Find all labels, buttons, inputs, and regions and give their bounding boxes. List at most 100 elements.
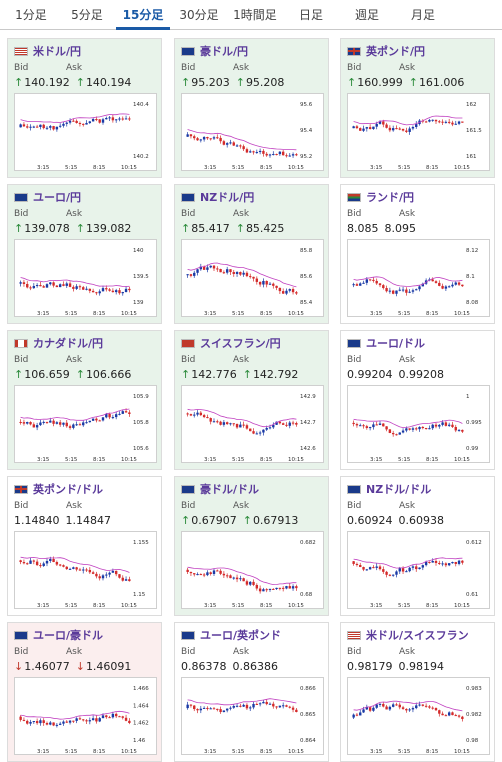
candle-body bbox=[265, 280, 268, 285]
bid-number: 95.203 bbox=[191, 76, 230, 89]
candle-body bbox=[62, 721, 65, 724]
y-tick-label: 0.99 bbox=[466, 446, 479, 452]
candle-body bbox=[255, 278, 259, 282]
card-header: 米ドル/スイスフラン bbox=[347, 628, 469, 642]
rate-card[interactable]: ランド/円 Bid Ask 8.085 8.095 8.12 8.1 8.08 3:15 5:15… bbox=[340, 184, 495, 324]
tab-0[interactable]: 1分足 bbox=[15, 8, 47, 22]
arrow-up-icon: ↑ bbox=[242, 514, 252, 527]
mini-chart[interactable]: 0.612 0.61 3:15 5:15 8:15 10:15 bbox=[347, 531, 490, 609]
ask-label: Ask bbox=[399, 647, 416, 657]
candle-body bbox=[216, 137, 219, 139]
mini-chart[interactable]: 95.6 95.4 95.2 3:15 5:15 8:15 10:15 bbox=[181, 93, 324, 171]
pair-name[interactable]: 英ポンド/円 bbox=[366, 45, 426, 58]
rate-card[interactable]: カナダドル/円 Bid Ask ↑106.659 ↑106.666 105.9 105.8 1… bbox=[7, 330, 162, 470]
rate-card[interactable]: 豪ドル/円 Bid Ask ↑95.203 ↑95.208 95.6 95.4 95.2 3:1… bbox=[174, 38, 329, 178]
bid-label: Bid bbox=[181, 647, 196, 657]
candle-body bbox=[447, 424, 451, 426]
pair-name[interactable]: ユーロ/円 bbox=[33, 191, 82, 204]
rate-card[interactable]: 米ドル/スイスフラン Bid Ask 0.98179 0.98194 0.983 0.982… bbox=[340, 622, 495, 762]
pair-name[interactable]: NZドル/円 bbox=[200, 191, 255, 204]
candle-body bbox=[438, 282, 441, 286]
candle-body bbox=[101, 575, 105, 579]
candle-body bbox=[49, 126, 52, 128]
ma-line bbox=[187, 262, 297, 288]
candle-body bbox=[421, 426, 425, 429]
pair-name[interactable]: 米ドル/スイスフラン bbox=[366, 629, 469, 642]
pair-name[interactable]: 豪ドル/ドル bbox=[200, 483, 260, 496]
mini-chart[interactable]: 1.155 1.15 3:15 5:15 8:15 10:15 bbox=[14, 531, 157, 609]
mini-chart[interactable]: 85.8 85.6 85.4 3:15 5:15 8:15 10:15 bbox=[181, 239, 324, 317]
mini-chart[interactable]: 162 161.5 161 3:15 5:15 8:15 10:15 bbox=[347, 93, 490, 171]
candlestick-chart: 105.9 105.8 105.6 3:15 5:15 8:15 10:15 bbox=[19, 394, 149, 463]
rate-card[interactable]: ユーロ/英ポンド Bid Ask 0.86378 0.86386 0.866 0.865 0.… bbox=[174, 622, 329, 762]
mini-chart[interactable]: 142.9 142.7 142.6 3:15 5:15 8:15 10:15 bbox=[181, 385, 324, 463]
tab-4[interactable]: 1時間足 bbox=[233, 8, 277, 22]
bid-label: Bid bbox=[14, 209, 29, 219]
rate-card[interactable]: NZドル/円 Bid Ask ↑85.417 ↑85.425 85.8 85.6 85.4 3:… bbox=[174, 184, 329, 324]
candle-body bbox=[378, 566, 382, 570]
mini-chart[interactable]: 105.9 105.8 105.6 3:15 5:15 8:15 10:15 bbox=[14, 385, 157, 463]
candle-body bbox=[441, 121, 444, 123]
pair-name[interactable]: ユーロ/英ポンド bbox=[200, 629, 282, 642]
candle-body bbox=[39, 565, 42, 567]
y-tick-label: 95.4 bbox=[300, 128, 313, 134]
pair-name[interactable]: ユーロ/豪ドル bbox=[33, 629, 104, 642]
bid-value: ↑160.999 bbox=[347, 76, 403, 89]
rate-card[interactable]: 米ドル/円 Bid Ask ↑140.192 ↑140.194 140.4 140.2 3:1… bbox=[7, 38, 162, 178]
rate-card[interactable]: 豪ドル/ドル Bid Ask ↑0.67907 ↑0.67913 0.682 0.68 3:1… bbox=[174, 476, 329, 616]
bid-value: ↑106.659 bbox=[14, 368, 70, 381]
mini-chart[interactable]: 140.4 140.2 3:15 5:15 8:15 10:15 bbox=[14, 93, 157, 171]
tab-1[interactable]: 5分足 bbox=[71, 8, 103, 22]
x-tick-label: 3:15 bbox=[204, 165, 217, 171]
candle-body bbox=[85, 569, 88, 571]
ma-line bbox=[187, 129, 297, 151]
candle-body bbox=[408, 428, 411, 430]
mini-chart[interactable]: 140 139.5 139 3:15 5:15 8:15 10:15 bbox=[14, 239, 157, 317]
rate-card[interactable]: 英ポンド/円 Bid Ask ↑160.999 ↑161.006 162 161.5 161 3… bbox=[340, 38, 495, 178]
bid-ask-values: ↑142.776 ↑142.792 bbox=[181, 368, 304, 381]
candle-body bbox=[49, 558, 52, 561]
rate-card[interactable]: 英ポンド/ドル Bid Ask 1.14840 1.14847 1.155 1.15 3:15… bbox=[7, 476, 162, 616]
pair-name[interactable]: ユーロ/ドル bbox=[366, 337, 426, 350]
candle-body bbox=[39, 422, 42, 426]
candle-body bbox=[391, 128, 395, 131]
mini-chart[interactable]: 8.12 8.1 8.08 3:15 5:15 8:15 10:15 bbox=[347, 239, 490, 317]
tab-5[interactable]: 日足 bbox=[298, 8, 323, 22]
tab-7[interactable]: 月足 bbox=[410, 8, 435, 22]
pair-name[interactable]: 米ドル/円 bbox=[33, 45, 82, 58]
x-tick-label: 3:15 bbox=[37, 457, 50, 463]
rate-card[interactable]: スイスフラン/円 Bid Ask ↑142.776 ↑142.792 142.9 142.7… bbox=[174, 330, 329, 470]
tab-6[interactable]: 週足 bbox=[354, 8, 379, 22]
pair-name[interactable]: カナダドル/円 bbox=[33, 337, 104, 350]
mini-chart[interactable]: 1.466 1.464 1.462 1.46 3:15 5:15 8:15 10:15 bbox=[14, 677, 157, 755]
y-tick-label: 140.4 bbox=[133, 102, 149, 108]
tab-3[interactable]: 30分足 bbox=[179, 8, 219, 22]
candle-body bbox=[206, 417, 209, 419]
candle-body bbox=[35, 721, 39, 724]
candle-body bbox=[415, 289, 418, 291]
candle-body bbox=[212, 421, 216, 423]
tab-2[interactable]: 15分足 bbox=[116, 0, 170, 30]
mini-chart[interactable]: 0.682 0.68 3:15 5:15 8:15 10:15 bbox=[181, 531, 324, 609]
mini-chart[interactable]: 0.983 0.982 0.98 3:15 5:15 8:15 10:15 bbox=[347, 677, 490, 755]
mini-chart[interactable]: 1 0.995 0.99 3:15 5:15 8:15 10:15 bbox=[347, 385, 490, 463]
mini-chart[interactable]: 0.866 0.865 0.864 3:15 5:15 8:15 10:15 bbox=[181, 677, 324, 755]
rate-card[interactable]: NZドル/ドル Bid Ask 0.60924 0.60938 0.612 0.61 3:15… bbox=[340, 476, 495, 616]
candle-body bbox=[438, 121, 441, 123]
candle-body bbox=[196, 709, 199, 711]
pair-name[interactable]: スイスフラン/円 bbox=[200, 337, 281, 350]
pair-name[interactable]: 英ポンド/ドル bbox=[33, 483, 104, 496]
pair-name[interactable]: NZドル/ドル bbox=[366, 483, 432, 496]
candle-body bbox=[65, 721, 68, 723]
candle-body bbox=[372, 707, 375, 711]
pair-name[interactable]: 豪ドル/円 bbox=[200, 45, 249, 58]
pair-name[interactable]: ランド/円 bbox=[366, 191, 415, 204]
candlestick-chart: 0.682 0.68 3:15 5:15 8:15 10:15 bbox=[186, 540, 316, 609]
rate-card[interactable]: ユーロ/円 Bid Ask ↑139.078 ↑139.082 140 139.5 139 3:… bbox=[7, 184, 162, 324]
rate-card[interactable]: ユーロ/豪ドル Bid Ask ↓1.46077 ↓1.46091 1.466 1.464 1… bbox=[7, 622, 162, 762]
candle-body bbox=[362, 425, 365, 427]
candle-body bbox=[52, 558, 55, 563]
rate-card[interactable]: ユーロ/ドル Bid Ask 0.99204 0.99208 1 0.995 0.99 3:15… bbox=[340, 330, 495, 470]
bid-value: ↑140.192 bbox=[14, 76, 70, 89]
x-tick-label: 8:15 bbox=[426, 749, 439, 755]
